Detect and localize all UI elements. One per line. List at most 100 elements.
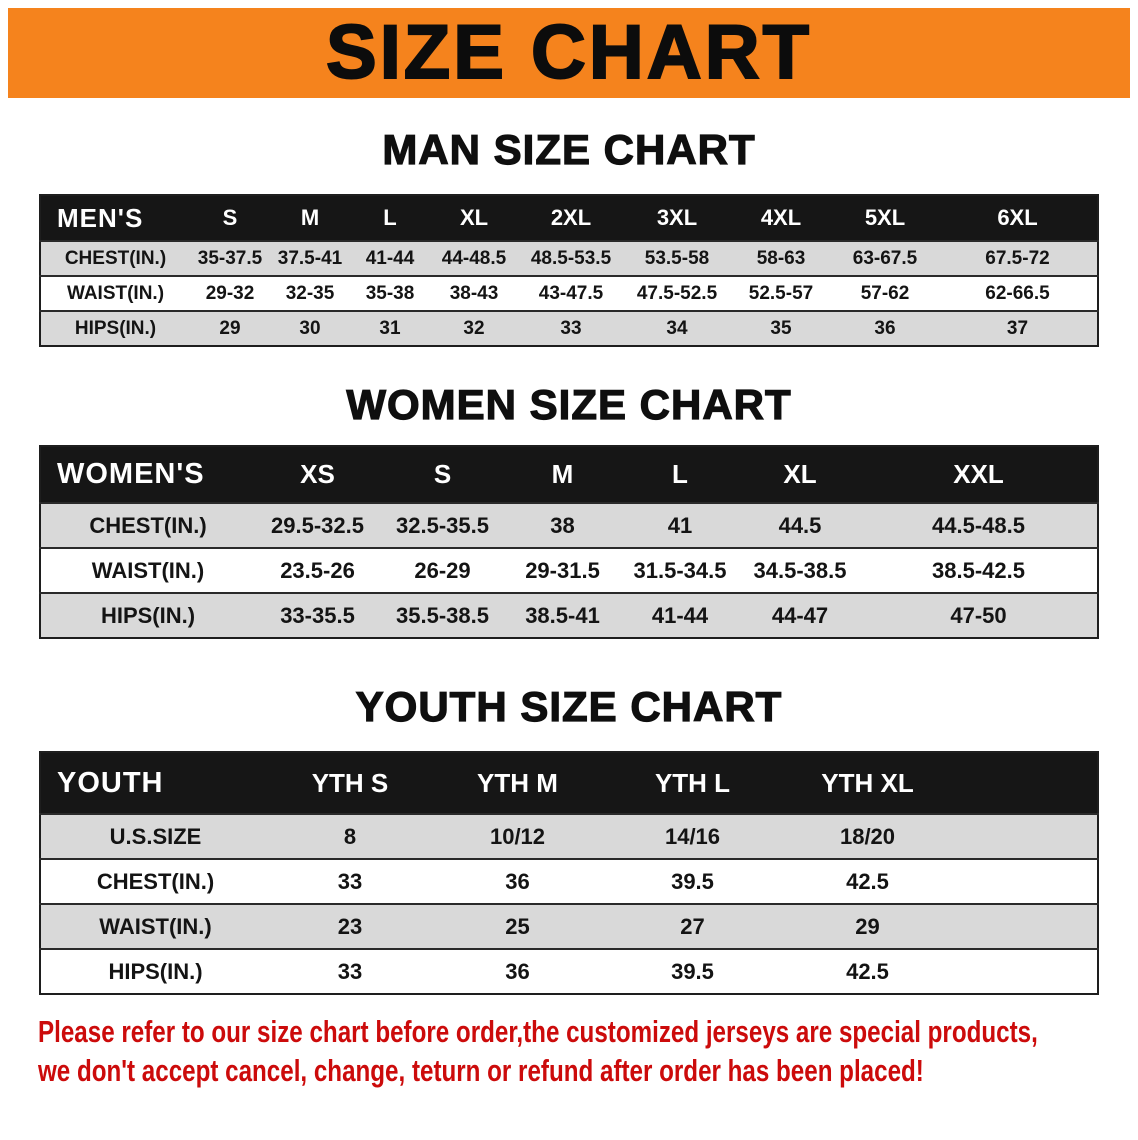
size-value-cell: 41-44 <box>350 240 430 276</box>
size-value-cell: 63-67.5 <box>832 240 938 276</box>
table-row: HIPS(IN.) 33-35.5 35.5-38.5 38.5-41 41-4… <box>40 592 1098 638</box>
size-value-cell: 35.5-38.5 <box>380 592 505 638</box>
spacer-cell <box>955 948 1098 994</box>
column-header: YTH S <box>270 752 430 814</box>
table-row: WAIST(IN.) 29-32 32-35 35-38 38-43 43-47… <box>40 275 1098 311</box>
size-value-cell: 38.5-42.5 <box>860 547 1098 593</box>
row-label: WAIST(IN.) <box>40 275 190 311</box>
column-header: 3XL <box>624 195 730 241</box>
row-label: CHEST(IN.) <box>40 240 190 276</box>
row-label: HIPS(IN.) <box>40 948 270 994</box>
size-value-cell: 41-44 <box>620 592 740 638</box>
size-value-cell: 32-35 <box>270 275 350 311</box>
size-value-cell: 30 <box>270 310 350 346</box>
men-size-table: MEN'S S M L XL 2XL 3XL 4XL 5XL 6XL CHEST… <box>39 194 1099 347</box>
size-value-cell: 37.5-41 <box>270 240 350 276</box>
disclaimer-line-2: we don't accept cancel, change, teturn o… <box>38 1052 924 1088</box>
row-label: WAIST(IN.) <box>40 547 255 593</box>
size-value-cell: 34 <box>624 310 730 346</box>
column-header: YTH L <box>605 752 780 814</box>
size-chart-title: SIZE CHART <box>325 10 812 95</box>
table-row: CHEST(IN.) 29.5-32.5 32.5-35.5 38 41 44.… <box>40 502 1098 548</box>
column-header: 5XL <box>832 195 938 241</box>
youth-size-table: YOUTH YTH S YTH M YTH L YTH XL U.S.SIZE … <box>39 751 1099 995</box>
size-chart-banner: SIZE CHART <box>8 8 1130 98</box>
column-header: L <box>620 446 740 503</box>
size-value-cell: 36 <box>832 310 938 346</box>
size-value-cell: 8 <box>270 813 430 859</box>
size-value-cell: 42.5 <box>780 858 955 904</box>
size-value-cell: 37 <box>938 310 1098 346</box>
table-corner-label: MEN'S <box>40 195 190 241</box>
youth-size-chart-section: YOUTH SIZE CHART YOUTH YTH S YTH M YTH L… <box>0 682 1138 995</box>
size-value-cell: 29-31.5 <box>505 547 620 593</box>
column-header: M <box>270 195 350 241</box>
column-header: XL <box>430 195 518 241</box>
column-header: 6XL <box>938 195 1098 241</box>
column-header: YTH M <box>430 752 605 814</box>
row-label: CHEST(IN.) <box>40 858 270 904</box>
size-value-cell: 29 <box>190 310 270 346</box>
size-value-cell: 57-62 <box>832 275 938 311</box>
size-value-cell: 33 <box>518 310 624 346</box>
size-value-cell: 14/16 <box>605 813 780 859</box>
size-value-cell: 34.5-38.5 <box>740 547 860 593</box>
size-value-cell: 39.5 <box>605 858 780 904</box>
spacer-cell <box>955 903 1098 949</box>
size-value-cell: 33-35.5 <box>255 592 380 638</box>
spacer-cell <box>955 858 1098 904</box>
size-value-cell: 41 <box>620 502 740 548</box>
column-header: XL <box>740 446 860 503</box>
size-value-cell: 23 <box>270 903 430 949</box>
size-value-cell: 42.5 <box>780 948 955 994</box>
size-value-cell: 36 <box>430 858 605 904</box>
size-value-cell: 62-66.5 <box>938 275 1098 311</box>
column-header: XXL <box>860 446 1098 503</box>
footer-disclaimer: Please refer to our size chart before or… <box>38 1013 1108 1091</box>
size-value-cell: 35-37.5 <box>190 240 270 276</box>
size-value-cell: 18/20 <box>780 813 955 859</box>
size-value-cell: 23.5-26 <box>255 547 380 593</box>
size-value-cell: 35-38 <box>350 275 430 311</box>
table-row: HIPS(IN.) 33 36 39.5 42.5 <box>40 948 1098 994</box>
size-value-cell: 29-32 <box>190 275 270 311</box>
row-label: HIPS(IN.) <box>40 310 190 346</box>
size-value-cell: 10/12 <box>430 813 605 859</box>
row-label: HIPS(IN.) <box>40 592 255 638</box>
table-row: CHEST(IN.) 35-37.5 37.5-41 41-44 44-48.5… <box>40 240 1098 276</box>
size-value-cell: 27 <box>605 903 780 949</box>
size-value-cell: 38-43 <box>430 275 518 311</box>
table-row: WAIST(IN.) 23 25 27 29 <box>40 903 1098 949</box>
size-value-cell: 44.5 <box>740 502 860 548</box>
spacer-cell <box>955 752 1098 814</box>
size-value-cell: 32.5-35.5 <box>380 502 505 548</box>
size-value-cell: 26-29 <box>380 547 505 593</box>
women-table-header-row: WOMEN'S XS S M L XL XXL <box>40 446 1098 503</box>
row-label: U.S.SIZE <box>40 813 270 859</box>
table-row: U.S.SIZE 8 10/12 14/16 18/20 <box>40 813 1098 859</box>
size-value-cell: 36 <box>430 948 605 994</box>
size-chart-page: SIZE CHART MAN SIZE CHART MEN'S S M L XL… <box>0 8 1138 1140</box>
size-value-cell: 47.5-52.5 <box>624 275 730 311</box>
size-value-cell: 33 <box>270 948 430 994</box>
youth-chart-heading: YOUTH SIZE CHART <box>355 682 783 730</box>
table-row: HIPS(IN.) 29 30 31 32 33 34 35 36 37 <box>40 310 1098 346</box>
size-value-cell: 67.5-72 <box>938 240 1098 276</box>
table-row: CHEST(IN.) 33 36 39.5 42.5 <box>40 858 1098 904</box>
size-value-cell: 31 <box>350 310 430 346</box>
column-header: L <box>350 195 430 241</box>
women-size-chart-section: WOMEN SIZE CHART WOMEN'S XS S M L XL XXL… <box>0 380 1138 639</box>
column-header: S <box>380 446 505 503</box>
row-label: CHEST(IN.) <box>40 502 255 548</box>
row-label: WAIST(IN.) <box>40 903 270 949</box>
spacer-cell <box>955 813 1098 859</box>
size-value-cell: 33 <box>270 858 430 904</box>
size-value-cell: 44-48.5 <box>430 240 518 276</box>
table-row: WAIST(IN.) 23.5-26 26-29 29-31.5 31.5-34… <box>40 547 1098 593</box>
size-value-cell: 39.5 <box>605 948 780 994</box>
women-size-table: WOMEN'S XS S M L XL XXL CHEST(IN.) 29.5-… <box>39 445 1099 639</box>
disclaimer-line-1: Please refer to our size chart before or… <box>38 1014 1038 1049</box>
size-value-cell: 47-50 <box>860 592 1098 638</box>
table-corner-label: YOUTH <box>40 752 270 814</box>
size-value-cell: 38.5-41 <box>505 592 620 638</box>
